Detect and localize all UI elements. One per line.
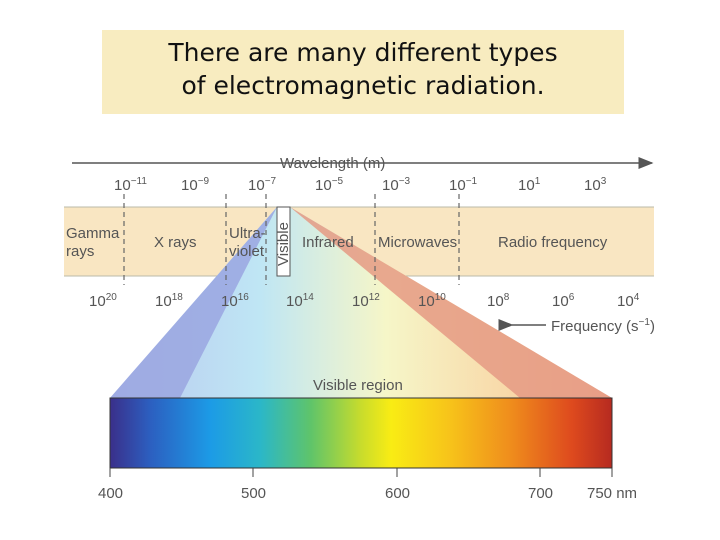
region-xrays-label: X rays <box>154 234 197 251</box>
frequency-ticks: 1020 1018 1016 1014 1012 1010 108 106 10… <box>89 292 640 310</box>
visible-slot <box>276 206 291 277</box>
wavelength-tick: 10−11 <box>114 176 147 194</box>
region-visible-label: Visible <box>275 222 292 266</box>
wavelength-tick: 10−9 <box>181 176 210 194</box>
nm-tick-label: 500 <box>241 485 266 502</box>
visible-region-label: Visible region <box>313 377 403 394</box>
wavelength-tick: 10−5 <box>315 176 344 194</box>
region-gamma-label-2: rays <box>66 243 94 260</box>
nm-tick-label: 700 <box>528 485 553 502</box>
region-microwaves-label: Microwaves <box>378 234 457 251</box>
region-uv-label-2: violet <box>229 243 265 260</box>
frequency-tick: 1016 <box>221 292 249 310</box>
frequency-tick: 1014 <box>286 292 314 310</box>
region-dividers <box>123 194 460 285</box>
nm-tick-label: 750 nm <box>587 485 637 502</box>
region-uv-label-1: Ultra- <box>229 225 266 242</box>
title-line-1: There are many different types <box>168 38 558 67</box>
region-radio-label: Radio frequency <box>498 234 608 251</box>
wavelength-ticks: 10−11 10−9 10−7 10−5 10−3 10−1 101 103 <box>114 176 607 194</box>
frequency-axis-label: Frequency (s−1) <box>551 317 655 335</box>
wavelength-tick: 10−7 <box>248 176 277 194</box>
wavelength-tick: 10−1 <box>449 176 478 194</box>
frequency-tick: 1012 <box>352 292 380 310</box>
frequency-tick: 106 <box>552 292 575 310</box>
frequency-tick: 1018 <box>155 292 183 310</box>
region-infrared-label: Infrared <box>302 234 354 251</box>
nm-tick-label: 400 <box>98 485 123 502</box>
visible-scale-ticks <box>109 468 613 477</box>
wavelength-tick: 103 <box>584 176 607 194</box>
title-box: There are many different types of electr… <box>102 30 624 114</box>
title-line-2: of electromagnetic radiation. <box>181 71 545 100</box>
wavelength-tick: 10−3 <box>382 176 411 194</box>
nm-tick-label: 600 <box>385 485 410 502</box>
violet-wedge <box>110 207 277 398</box>
visible-spectrum-bar <box>109 397 613 469</box>
frequency-tick: 1020 <box>89 292 117 310</box>
wavelength-tick: 101 <box>518 176 541 194</box>
frequency-tick: 104 <box>617 292 640 310</box>
red-wedge <box>290 207 612 398</box>
frequency-tick: 1010 <box>418 292 446 310</box>
region-gamma-label-1: Gamma <box>66 225 120 242</box>
frequency-tick: 108 <box>487 292 510 310</box>
wavelength-axis-label: Wavelength (m) <box>280 155 385 172</box>
